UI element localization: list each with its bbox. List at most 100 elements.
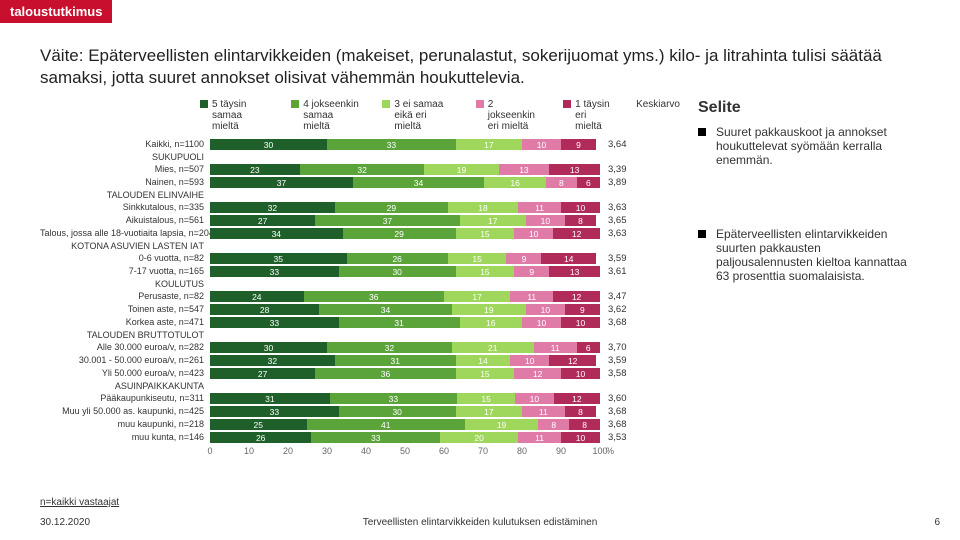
bar-segment: 10 bbox=[561, 317, 600, 328]
chart-row: Aikuistalous, n=5612737171083,65 bbox=[40, 214, 680, 227]
axis-tick: 70 bbox=[478, 446, 488, 456]
section-header-row: TALOUDEN ELINVAIHE bbox=[40, 189, 680, 201]
bar-segment: 11 bbox=[510, 291, 553, 302]
x-axis: 0102030405060708090100% bbox=[210, 446, 600, 460]
chart-row: muu kaupunki, n=218254119883,68 bbox=[40, 418, 680, 431]
row-label: 30.001 - 50.000 euroa/v, n=261 bbox=[40, 356, 210, 365]
legend-swatch bbox=[563, 100, 571, 108]
legend-item: Keskiarvo bbox=[636, 99, 680, 132]
legend-label: 1 täysineri mieltä bbox=[575, 99, 614, 132]
bar-segment: 34 bbox=[319, 304, 452, 315]
selite-bullet: Epäterveellisten elintarvikkeiden suurte… bbox=[698, 227, 920, 283]
row-label: Sinkkutalous, n=335 bbox=[40, 203, 210, 212]
bar-segment: 6 bbox=[577, 177, 600, 188]
legend-item: 5 täysinsamaa mieltä bbox=[200, 99, 269, 132]
row-label: Muu yli 50.000 as. kaupunki, n=425 bbox=[40, 407, 210, 416]
chart-row: Talous, jossa alle 18-vuotiaita lapsia, … bbox=[40, 227, 680, 240]
bar-segment: 36 bbox=[315, 368, 455, 379]
avg-value: 3,60 bbox=[600, 393, 640, 404]
page-title: Väite: Epäterveellisten elintarvikkeiden… bbox=[40, 45, 920, 89]
chart-row: Mies, n=50723321913133,39 bbox=[40, 163, 680, 176]
legend-swatch bbox=[382, 100, 390, 108]
bar-segment: 34 bbox=[210, 228, 343, 239]
row-label: 7-17 vuotta, n=165 bbox=[40, 267, 210, 276]
avg-value: 3,89 bbox=[600, 177, 640, 188]
chart-row: Sinkkutalous, n=33532291811103,63 bbox=[40, 201, 680, 214]
bar-segment: 13 bbox=[549, 266, 600, 277]
footer-date: 30.12.2020 bbox=[40, 517, 90, 528]
chart-row: 7-17 vuotta, n=1653330159133,61 bbox=[40, 265, 680, 278]
bar-segment: 30 bbox=[210, 342, 327, 353]
legend-swatch bbox=[291, 100, 299, 108]
bar-segment: 10 bbox=[514, 228, 553, 239]
section-header-row: SUKUPUOLI bbox=[40, 151, 680, 163]
bar-segment: 16 bbox=[484, 177, 546, 188]
avg-value: 3,61 bbox=[600, 266, 640, 277]
bar-segment: 31 bbox=[210, 393, 330, 404]
axis-tick: 90 bbox=[556, 446, 566, 456]
bar-segment: 31 bbox=[339, 317, 460, 328]
bar-area: 352615914 bbox=[210, 253, 600, 264]
bar-area: 25411988 bbox=[210, 419, 600, 430]
bar-segment: 16 bbox=[460, 317, 522, 328]
main-content: Väite: Epäterveellisten elintarvikkeiden… bbox=[0, 23, 960, 460]
axis-tick: 80 bbox=[517, 446, 527, 456]
bar-segment: 11 bbox=[518, 202, 561, 213]
bar-segment: 31 bbox=[335, 355, 456, 366]
avg-value: 3,63 bbox=[600, 228, 640, 239]
bar-segment: 32 bbox=[327, 342, 452, 353]
avg-value: 3,65 bbox=[600, 215, 640, 226]
section-label: KOTONA ASUVIEN LASTEN IÄT bbox=[40, 242, 210, 251]
bar-segment: 30 bbox=[210, 139, 327, 150]
bullet-text: Epäterveellisten elintarvikkeiden suurte… bbox=[716, 227, 920, 283]
chart-row: Kaikki, n=11003033171093,64 bbox=[40, 138, 680, 151]
chart-row: Korkea aste, n=47133311610103,68 bbox=[40, 316, 680, 329]
avg-value: 3,39 bbox=[600, 164, 640, 175]
bar-segment: 11 bbox=[522, 406, 565, 417]
bar-segment: 10 bbox=[561, 368, 600, 379]
avg-value: 3,62 bbox=[600, 304, 640, 315]
axis-tick: 20 bbox=[283, 446, 293, 456]
selite-bullet: Suuret pakkauskoot ja annokset houkuttel… bbox=[698, 125, 920, 167]
avg-value: 3,68 bbox=[600, 317, 640, 328]
bar-segment: 17 bbox=[460, 215, 526, 226]
row-label: muu kunta, n=146 bbox=[40, 433, 210, 442]
axis-tick: 0 bbox=[207, 446, 212, 456]
bar-segment: 8 bbox=[546, 177, 577, 188]
bar-area: 37341686 bbox=[210, 177, 600, 188]
avg-value: 3,70 bbox=[600, 342, 640, 353]
row-label: Yli 50.000 euroa/v, n=423 bbox=[40, 369, 210, 378]
bar-segment: 33 bbox=[327, 139, 456, 150]
bar-segment: 10 bbox=[510, 355, 549, 366]
bar-segment: 8 bbox=[565, 406, 596, 417]
bar-segment: 10 bbox=[522, 139, 561, 150]
bar-segment: 9 bbox=[506, 253, 541, 264]
bar-segment: 30 bbox=[339, 406, 456, 417]
bar-segment: 27 bbox=[210, 368, 315, 379]
avg-value: 3,59 bbox=[600, 253, 640, 264]
bar-segment: 23 bbox=[210, 164, 300, 175]
bar-area: 333017118 bbox=[210, 406, 600, 417]
row-label: Pääkaupunkiseutu, n=311 bbox=[40, 394, 210, 403]
bar-segment: 10 bbox=[526, 215, 565, 226]
axis-unit: % bbox=[606, 446, 614, 456]
bar-segment: 8 bbox=[538, 419, 569, 430]
bullet-square-icon bbox=[698, 230, 706, 238]
bar-area: 2332191313 bbox=[210, 164, 600, 175]
page-number: 6 bbox=[934, 517, 940, 528]
bar-segment: 19 bbox=[424, 164, 498, 175]
bar-segment: 25 bbox=[210, 419, 307, 430]
chart-row: Yli 50.000 euroa/v, n=42327361512103,58 bbox=[40, 367, 680, 380]
chart-body: Kaikki, n=11003033171093,64SUKUPUOLIMies… bbox=[40, 138, 680, 444]
legend-label: 5 täysinsamaa mieltä bbox=[212, 99, 269, 132]
bar-segment: 18 bbox=[448, 202, 518, 213]
bar-area: 273717108 bbox=[210, 215, 600, 226]
bar-segment: 11 bbox=[534, 342, 577, 353]
chart-row: 30.001 - 50.000 euroa/v, n=2613231141012… bbox=[40, 354, 680, 367]
chart-row: muu kunta, n=14626332011103,53 bbox=[40, 431, 680, 444]
bar-segment: 20 bbox=[440, 432, 518, 443]
row-label: Toinen aste, n=547 bbox=[40, 305, 210, 314]
row-label: Nainen, n=593 bbox=[40, 178, 210, 187]
chart-legend: 5 täysinsamaa mieltä4 jokseenkinsamaa mi… bbox=[40, 99, 680, 132]
bar-segment: 14 bbox=[541, 253, 596, 264]
